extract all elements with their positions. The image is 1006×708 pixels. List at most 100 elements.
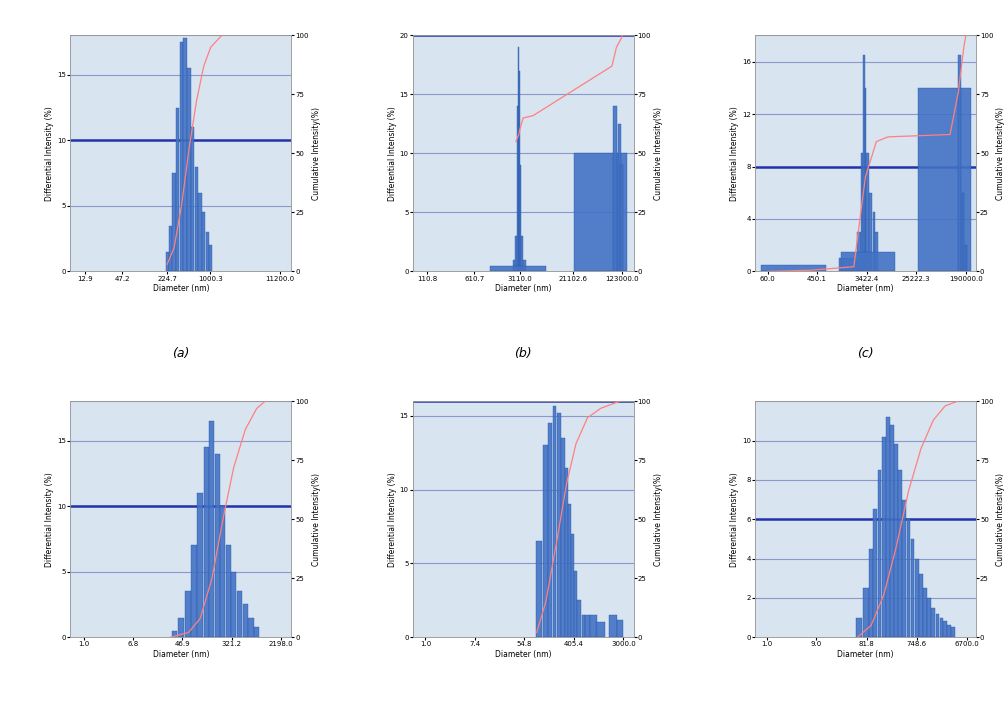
- Bar: [520, 165, 521, 271]
- Bar: [609, 615, 618, 637]
- Bar: [172, 631, 177, 637]
- Bar: [932, 607, 936, 637]
- Bar: [169, 226, 172, 271]
- Bar: [585, 615, 590, 637]
- Bar: [618, 124, 621, 271]
- Bar: [944, 622, 947, 637]
- Y-axis label: Differential Intensity (%): Differential Intensity (%): [730, 472, 739, 566]
- Bar: [621, 165, 623, 271]
- Y-axis label: Differential Intensity (%): Differential Intensity (%): [387, 472, 396, 566]
- Bar: [841, 252, 895, 271]
- X-axis label: Diameter (nm): Diameter (nm): [153, 650, 209, 659]
- Bar: [861, 154, 863, 271]
- Bar: [863, 55, 864, 271]
- Bar: [202, 212, 205, 271]
- Bar: [890, 425, 893, 637]
- Bar: [874, 232, 878, 271]
- Bar: [191, 545, 197, 637]
- Bar: [198, 193, 201, 271]
- Bar: [552, 406, 556, 637]
- Bar: [914, 559, 918, 637]
- Y-axis label: Differential Intensity (%): Differential Intensity (%): [387, 106, 396, 201]
- Bar: [185, 591, 191, 637]
- Bar: [226, 545, 230, 637]
- Bar: [490, 266, 546, 271]
- Bar: [568, 505, 571, 637]
- Bar: [557, 413, 560, 637]
- Bar: [872, 212, 875, 271]
- Bar: [910, 539, 914, 637]
- Bar: [176, 108, 179, 271]
- Bar: [536, 542, 542, 637]
- Bar: [231, 571, 236, 637]
- Bar: [561, 438, 564, 637]
- Bar: [919, 574, 923, 637]
- Y-axis label: Cumulative Intensity(%): Cumulative Intensity(%): [654, 107, 663, 200]
- Bar: [863, 588, 868, 637]
- Y-axis label: Differential Intensity (%): Differential Intensity (%): [730, 106, 739, 201]
- Bar: [187, 68, 191, 271]
- Bar: [255, 627, 260, 637]
- Bar: [617, 620, 623, 637]
- Bar: [894, 445, 898, 637]
- Bar: [857, 232, 861, 271]
- Bar: [864, 88, 866, 271]
- Text: (b): (b): [514, 347, 532, 360]
- Bar: [215, 454, 219, 637]
- X-axis label: Diameter (nm): Diameter (nm): [837, 285, 893, 293]
- Bar: [924, 588, 927, 637]
- Bar: [166, 252, 169, 271]
- Bar: [839, 258, 863, 271]
- Bar: [906, 519, 910, 637]
- Text: (a): (a): [172, 347, 189, 360]
- Bar: [596, 622, 605, 637]
- Bar: [172, 173, 176, 271]
- Bar: [571, 534, 574, 637]
- Bar: [856, 617, 862, 637]
- Bar: [574, 571, 577, 637]
- Bar: [220, 506, 225, 637]
- Bar: [959, 55, 962, 271]
- Bar: [902, 500, 906, 637]
- Bar: [866, 154, 869, 271]
- Bar: [521, 236, 523, 271]
- Bar: [203, 447, 209, 637]
- Bar: [869, 549, 873, 637]
- Bar: [962, 193, 965, 271]
- Bar: [898, 470, 902, 637]
- Bar: [936, 614, 940, 637]
- Bar: [928, 598, 932, 637]
- Bar: [886, 417, 889, 637]
- Y-axis label: Differential Intensity (%): Differential Intensity (%): [45, 472, 54, 566]
- Y-axis label: Cumulative Intensity(%): Cumulative Intensity(%): [654, 473, 663, 566]
- X-axis label: Diameter (nm): Diameter (nm): [837, 650, 893, 659]
- Bar: [581, 615, 585, 637]
- Bar: [517, 106, 518, 271]
- Bar: [543, 445, 548, 637]
- Bar: [209, 245, 212, 271]
- Bar: [209, 421, 214, 637]
- X-axis label: Diameter (nm): Diameter (nm): [495, 650, 551, 659]
- Bar: [948, 625, 951, 637]
- Bar: [248, 617, 254, 637]
- Bar: [877, 470, 881, 637]
- Y-axis label: Cumulative Intensity(%): Cumulative Intensity(%): [996, 107, 1005, 200]
- Text: (c): (c): [857, 347, 874, 360]
- Bar: [762, 265, 826, 271]
- Bar: [614, 106, 617, 271]
- Bar: [513, 260, 515, 271]
- Bar: [577, 600, 580, 637]
- Y-axis label: Cumulative Intensity(%): Cumulative Intensity(%): [996, 473, 1005, 566]
- Bar: [205, 232, 208, 271]
- Bar: [548, 423, 552, 637]
- Bar: [869, 193, 872, 271]
- Bar: [195, 166, 198, 271]
- Bar: [952, 627, 955, 637]
- Bar: [236, 591, 242, 637]
- Bar: [191, 127, 194, 271]
- Bar: [940, 617, 943, 637]
- Bar: [565, 467, 568, 637]
- Bar: [591, 615, 597, 637]
- X-axis label: Diameter (nm): Diameter (nm): [153, 285, 209, 293]
- Bar: [242, 605, 247, 637]
